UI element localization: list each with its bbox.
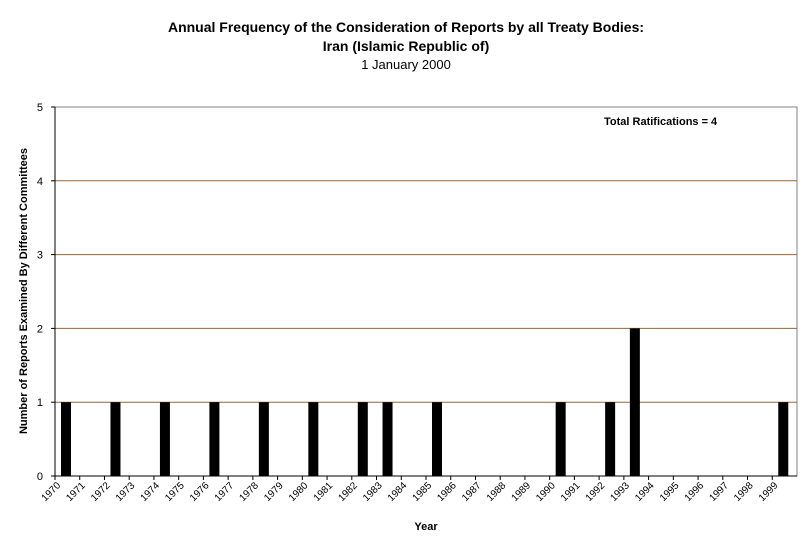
- chart-title: Annual Frequency of the Consideration of…: [167, 19, 645, 35]
- x-tick-label-1992: 1992: [584, 480, 608, 504]
- x-tick-label-1979: 1979: [262, 480, 286, 504]
- bar-1983: [382, 402, 393, 476]
- bar-1990: [555, 402, 566, 476]
- bar-1985: [432, 402, 442, 476]
- x-tick-label-1988: 1988: [485, 480, 509, 504]
- y-tick-labels: 0 1 2 3 4 5: [37, 102, 43, 483]
- x-tick-label-1994: 1994: [633, 480, 657, 504]
- x-tick-label-1986: 1986: [435, 480, 459, 504]
- x-tick-label-1987: 1987: [460, 480, 484, 504]
- x-tick-label-1985: 1985: [411, 480, 435, 504]
- x-tick-label-1993: 1993: [608, 480, 632, 504]
- x-tick-label-1990: 1990: [534, 480, 558, 504]
- x-tick-label-1995: 1995: [658, 480, 682, 504]
- chart-title-block: Annual Frequency of the Consideration of…: [0, 18, 812, 73]
- y-tick-label: 2: [37, 323, 43, 335]
- x-tick-label-1973: 1973: [114, 480, 138, 504]
- total-ratifications-annotation: Total Ratifications = 4: [604, 116, 718, 128]
- x-tick-label-1977: 1977: [213, 480, 237, 504]
- bar-1992: [605, 402, 616, 476]
- bar-1978: [258, 402, 269, 476]
- x-tick-labels: 1970 1971 1972 1973 1974 1975 1976 1977 1978 1979…: [40, 480, 781, 504]
- x-tick-label-1975: 1975: [163, 480, 187, 504]
- bar-1993: [629, 328, 640, 476]
- x-tick-label-1982: 1982: [336, 480, 360, 504]
- bars: [61, 328, 789, 476]
- x-tick-label-1978: 1978: [237, 480, 261, 504]
- x-tick-label-1971: 1971: [64, 480, 88, 504]
- chart-title-line2: Iran (Islamic Republic of): [322, 38, 490, 54]
- bar-1974: [159, 402, 170, 476]
- x-tick-label-1972: 1972: [89, 480, 113, 504]
- x-tick-label-1980: 1980: [287, 480, 311, 504]
- x-tick-label-1981: 1981: [312, 480, 336, 504]
- bar-1976: [209, 402, 220, 476]
- bar-1972: [110, 402, 121, 476]
- bar-1999: [778, 402, 789, 476]
- x-tick-label-1974: 1974: [139, 480, 163, 504]
- gridlines: [55, 106, 797, 403]
- y-tick-label: 4: [37, 176, 43, 188]
- x-axis-label: Year: [414, 521, 438, 533]
- x-tick-label-1983: 1983: [361, 480, 385, 504]
- x-tick-label-1997: 1997: [707, 480, 731, 504]
- bar-1982: [357, 402, 368, 476]
- y-tick-label: 5: [37, 102, 43, 114]
- x-tick-label-1998: 1998: [732, 480, 756, 504]
- x-tick-label-1989: 1989: [510, 480, 534, 504]
- y-axis-label: Number of Reports Examined By Different …: [18, 148, 30, 434]
- x-tick-label-1999: 1999: [757, 480, 781, 504]
- axes: [51, 106, 798, 480]
- x-tick-label-1991: 1991: [559, 480, 583, 504]
- chart-subtitle: 1 January 2000: [361, 57, 451, 72]
- x-tick-label-1976: 1976: [188, 480, 212, 504]
- x-tick-label-1970: 1970: [40, 480, 64, 504]
- bar-1980: [308, 402, 319, 476]
- y-tick-label: 1: [37, 397, 43, 409]
- y-tick-label: 0: [37, 471, 43, 483]
- x-tick-label-1984: 1984: [386, 480, 410, 504]
- y-tick-label: 3: [37, 250, 43, 262]
- bar-1970: [61, 402, 71, 476]
- x-tick-label-1996: 1996: [683, 480, 707, 504]
